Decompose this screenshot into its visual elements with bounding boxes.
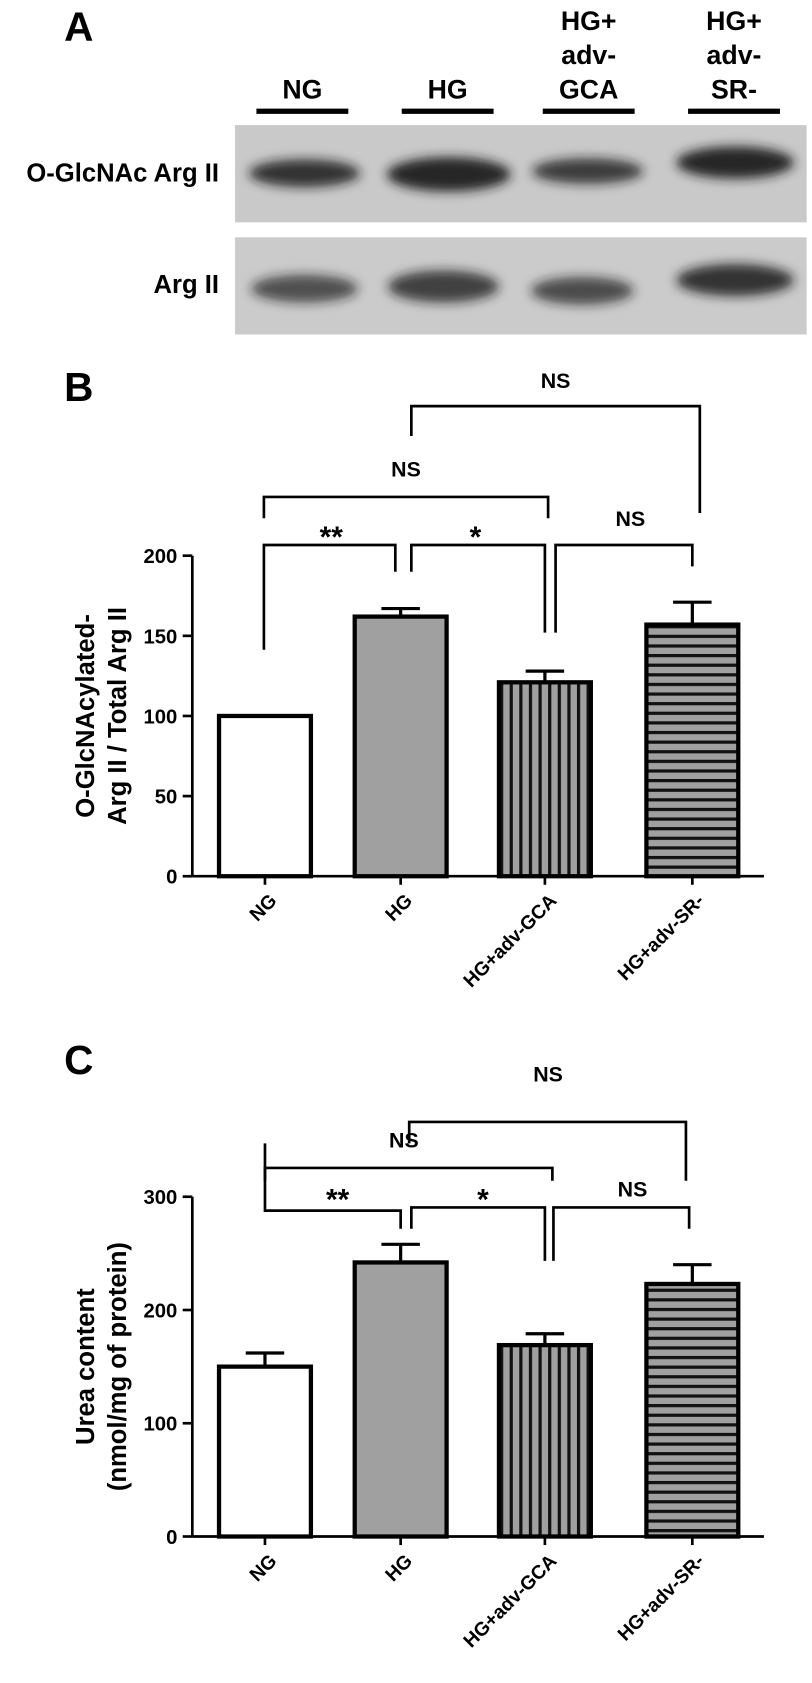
significance-bracket <box>262 495 550 519</box>
y-tick-label: 300 <box>144 1187 178 1209</box>
panel-label: B <box>64 364 93 410</box>
bar <box>352 1260 449 1539</box>
y-tick-label: 100 <box>144 1414 178 1436</box>
significance-bracket <box>263 1166 554 1181</box>
bar <box>216 713 314 879</box>
y-axis-label: O-GlcNAcylated- <box>72 614 100 818</box>
x-tick-label: HG+adv-SR- <box>614 1551 709 1646</box>
bar <box>644 1281 741 1539</box>
significance-label: NS <box>533 1062 563 1086</box>
y-tick-label: 150 <box>144 626 178 648</box>
significance-bracket <box>410 1206 547 1261</box>
row-label: O-GlcNAc Arg II <box>26 160 219 188</box>
bar-chart: C 0 100 200 300 Urea content (nmol/mg of prote… <box>64 1037 764 1652</box>
x-tick-label: HG+adv-SR- <box>614 891 709 986</box>
lane-label: HG+ <box>561 6 617 36</box>
panel-label: A <box>64 4 93 50</box>
y-tick-label: 50 <box>155 787 178 809</box>
row-label: Arg II <box>154 271 220 299</box>
significance-bracket <box>554 543 694 633</box>
significance-label: * <box>470 521 482 554</box>
significance-label: NS <box>618 1178 648 1202</box>
significance-label: NS <box>541 369 571 393</box>
significance-label: ** <box>326 1184 350 1217</box>
x-tick-label: NG <box>246 1551 281 1586</box>
significance-label: NS <box>616 507 646 531</box>
y-tick-label: 0 <box>166 867 177 889</box>
y-tick-label: 200 <box>144 1300 178 1322</box>
lane-label: adv- <box>707 40 762 70</box>
bar-chart: B 0 50 100 150 200 O-GlcNAcylated- Arg II / Tot… <box>64 364 764 992</box>
significance-bracket <box>410 404 702 513</box>
x-tick-label: HG+adv-GCA <box>460 1551 561 1652</box>
significance-bracket <box>410 543 547 633</box>
lane-label: HG <box>428 74 468 104</box>
significance-label: NS <box>391 458 421 482</box>
y-axis-label: Arg II / Total Arg II <box>104 607 132 825</box>
x-tick-label: HG <box>382 891 417 926</box>
y-tick-label: 100 <box>144 706 178 728</box>
lane-label: NG <box>282 74 322 104</box>
significance-label: ** <box>320 521 344 554</box>
panel-label: C <box>64 1037 93 1083</box>
lane-label: SR- <box>711 74 757 104</box>
bar <box>216 1364 314 1539</box>
x-tick-label: HG+adv-GCA <box>460 890 561 991</box>
lane-label: GCA <box>559 74 618 104</box>
y-tick-label: 0 <box>166 1527 177 1549</box>
bar <box>496 680 593 879</box>
bar <box>352 614 449 879</box>
y-axis-label: (nmol/mg of protein) <box>104 1242 132 1491</box>
significance-bracket <box>262 543 397 650</box>
y-tick-label: 200 <box>144 546 178 568</box>
significance-bracket <box>552 1206 691 1261</box>
significance-label: * <box>477 1184 489 1217</box>
significance-label: NS <box>389 1129 419 1153</box>
y-axis-label: Urea content <box>72 1288 100 1445</box>
x-tick-label: HG <box>382 1551 417 1586</box>
bar <box>496 1342 593 1539</box>
significance-bracket <box>407 1120 688 1181</box>
x-tick-label: NG <box>246 891 281 926</box>
lane-label: HG+ <box>706 6 762 36</box>
blot <box>235 125 807 335</box>
bar <box>644 622 741 879</box>
lane-label: adv- <box>561 40 616 70</box>
